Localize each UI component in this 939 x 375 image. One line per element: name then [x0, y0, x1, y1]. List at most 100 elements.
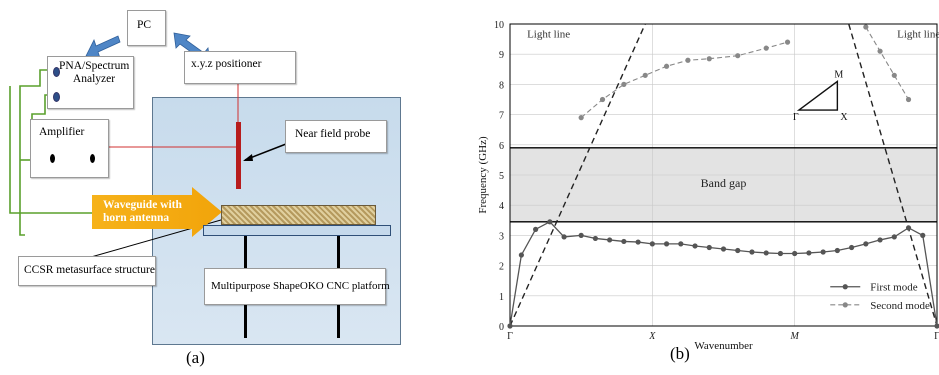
pc-label: PC — [137, 19, 152, 31]
x-tick-label: Γ — [934, 331, 939, 342]
first-mode-point — [920, 232, 926, 238]
second-mode-point — [735, 53, 741, 59]
legend-first-label: First mode — [870, 282, 917, 294]
first-mode-point — [649, 241, 655, 247]
first-mode-point — [792, 250, 798, 257]
band-gap-label: Band gap — [701, 176, 747, 190]
first-mode-point — [891, 234, 897, 240]
legend-second-marker — [842, 302, 848, 308]
y-tick-label: 4 — [499, 201, 504, 212]
first-mode-point — [533, 226, 539, 232]
cnc-label: Multipurpose ShapeOKO CNC platform — [211, 280, 390, 292]
y-tick-label: 7 — [499, 111, 504, 122]
first-mode-point — [720, 246, 727, 252]
waveguide-arrow — [92, 187, 222, 237]
light-line-label-left: Light line — [527, 29, 570, 41]
light-line — [510, 24, 646, 326]
band-gap-region — [510, 147, 937, 222]
first-mode-point — [607, 237, 613, 243]
first-mode-point — [561, 234, 567, 240]
first-mode-point — [678, 241, 684, 247]
diagram-a: PC PNA/Spectrum Analyzer x.y.z positione… — [9, 10, 401, 367]
second-mode-point — [891, 72, 897, 78]
legend-first-marker — [842, 284, 848, 290]
second-mode-point — [685, 57, 691, 63]
second-mode-point — [706, 56, 712, 62]
dispersion-chart: 0 1 2 3 4 5 6 7 8 9 10 Γ X M Γ Wavenumber Frequency (GHz… — [477, 20, 939, 352]
cnc-label-box: Multipurpose ShapeOKO CNC platform — [204, 268, 390, 305]
first-mode-point — [905, 225, 912, 231]
positioner-box: x.y.z positioner — [184, 51, 296, 84]
first-mode-point — [749, 249, 755, 255]
first-mode-point — [635, 239, 641, 245]
first-mode-point — [663, 241, 670, 247]
second-mode-point — [663, 63, 670, 69]
probe-label: Near field probe — [295, 128, 371, 140]
first-mode-point — [592, 235, 598, 242]
positioner-label: x.y.z positioner — [191, 58, 262, 70]
probe-rod — [236, 122, 241, 189]
caption-b: (b) — [670, 344, 690, 363]
y-tick-label: 0 — [499, 322, 504, 333]
first-mode-point — [518, 252, 524, 258]
plot-frame — [509, 23, 938, 327]
inset-label-M: M — [834, 69, 843, 80]
light-line-label-right: Light line — [897, 29, 939, 41]
first-mode-point — [934, 323, 939, 329]
first-mode-point — [547, 219, 553, 225]
y-tick-label: 5 — [499, 171, 504, 182]
y-tick-label: 8 — [499, 80, 504, 91]
waveguide-label: Waveguide with horn antenna — [103, 199, 182, 224]
second-mode-line — [865, 26, 910, 100]
y-tick-label: 1 — [499, 292, 504, 303]
pna-label: PNA/Spectrum Analyzer — [59, 60, 130, 85]
first-mode-point — [706, 244, 712, 251]
second-mode-point — [863, 24, 869, 30]
ccsr-label: CCSR metasurface structure — [24, 264, 155, 276]
first-mode-point — [806, 250, 812, 256]
first-mode-point — [507, 323, 513, 329]
y-tick-label: 2 — [499, 262, 504, 273]
x-axis-label: Wavenumber — [694, 340, 753, 352]
brillouin-zone-triangle — [796, 79, 839, 111]
platform-bar — [203, 225, 391, 236]
first-mode-point — [834, 247, 840, 254]
probe-label-box: Near field probe — [285, 120, 387, 153]
ccsr-label-box: CCSR metasurface structure — [18, 256, 156, 286]
second-mode-point — [599, 96, 606, 103]
first-mode-point — [763, 250, 769, 256]
x-tick-label: Γ — [507, 331, 513, 342]
legend-second-label: Second mode — [870, 300, 930, 312]
x-tick-label: M — [789, 331, 799, 342]
second-mode-point — [621, 81, 627, 87]
y-tick-label: 6 — [499, 141, 504, 152]
light-line — [848, 24, 937, 326]
first-mode-point — [820, 249, 826, 255]
y-tick-label: 10 — [494, 20, 504, 31]
amplifier-label: Amplifier — [39, 126, 85, 138]
first-mode-point — [621, 238, 627, 245]
second-mode-point — [763, 45, 769, 51]
inset-label-gamma: Γ — [793, 112, 799, 123]
pna-analyzer-box: PNA/Spectrum Analyzer — [47, 56, 134, 109]
first-mode-point — [849, 244, 855, 251]
first-mode-point — [578, 232, 584, 238]
y-tick-label: 9 — [499, 50, 504, 61]
amp-port-icon — [50, 154, 55, 163]
first-mode-point — [692, 243, 698, 249]
second-mode-point — [784, 39, 791, 45]
y-axis-label: Frequency (GHz) — [477, 136, 489, 214]
second-mode-point — [877, 48, 883, 54]
second-mode-line — [580, 41, 788, 119]
y-tick-label: 3 — [499, 231, 504, 242]
first-mode-point — [777, 250, 784, 257]
second-mode-point — [905, 96, 912, 103]
first-mode-point — [877, 237, 883, 243]
first-mode-point — [863, 241, 869, 247]
amp-port-icon — [90, 154, 95, 163]
inset-label-X: X — [840, 112, 848, 123]
port-icon — [53, 67, 60, 77]
second-mode-point — [578, 115, 584, 121]
port-icon — [53, 92, 60, 102]
first-mode-point — [735, 247, 741, 254]
